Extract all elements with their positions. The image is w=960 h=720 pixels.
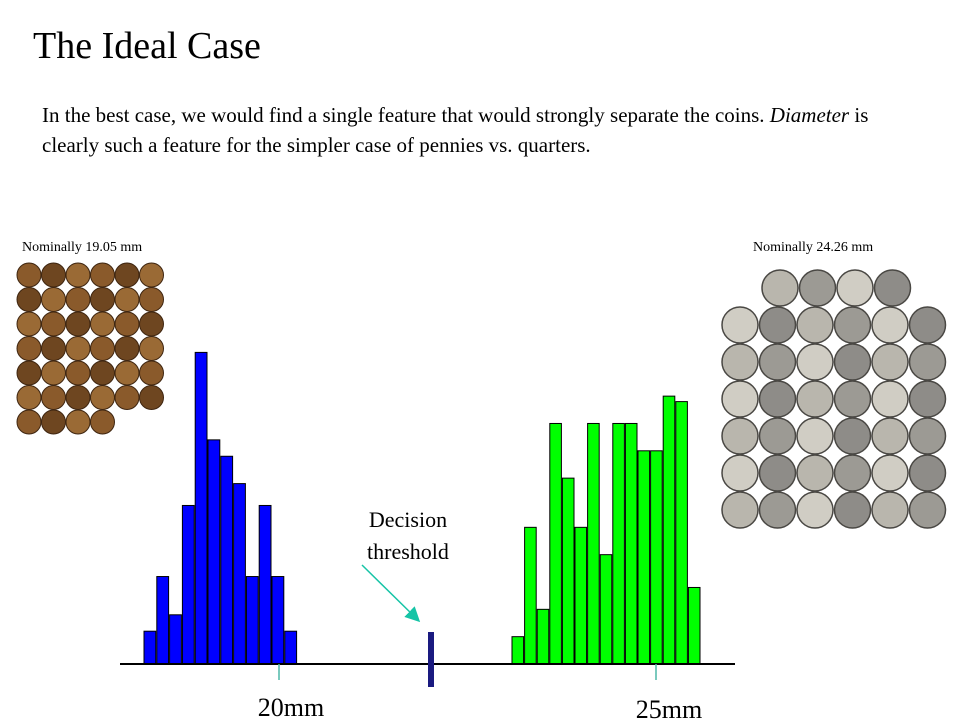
quarter-coin (758, 454, 797, 492)
histogram-bar-series1-1 (143, 630, 157, 665)
quarter-coin (721, 380, 759, 418)
quarter-coin (833, 343, 872, 381)
histogram-bar-series2-4 (549, 422, 562, 665)
quarter-coin (721, 417, 759, 455)
histogram-bar-series2-7 (587, 422, 600, 665)
quarter-coin (796, 343, 834, 381)
histogram-bar-series1-5 (194, 351, 208, 665)
x-tick-label-20mm: 20mm (258, 693, 324, 720)
histogram-bar-series1-3 (169, 614, 182, 665)
quarter-coin (796, 491, 834, 529)
quarter-coin (908, 417, 947, 455)
quarter-coin (871, 491, 909, 529)
quarter-coin (908, 491, 947, 529)
histogram-bar-series1-9 (245, 576, 259, 665)
quarter-coin (871, 380, 909, 418)
histogram-bar-series2-9 (612, 422, 625, 665)
threshold-annotation: Decision threshold (346, 504, 470, 568)
quarter-coin (796, 417, 834, 455)
histogram-bar-series2-2 (524, 526, 537, 665)
quarter-coin (721, 343, 759, 381)
quarter-coin (873, 269, 912, 307)
histogram-bar-series2-6 (574, 526, 588, 665)
quarter-coin (833, 306, 872, 344)
histogram-bar-series1-11 (271, 576, 285, 665)
histogram-bar-series2-11 (637, 450, 651, 665)
histogram-bar-series2-13 (662, 395, 676, 665)
histogram-bar-series2-8 (599, 554, 613, 665)
histogram-bar-series1-4 (181, 504, 195, 665)
pennies-photo (14, 260, 180, 446)
penny-coin (90, 409, 115, 435)
histogram-bar-series1-10 (258, 504, 272, 665)
penny-coin (139, 385, 164, 410)
intro-part2: is clearly such a feature for the simple… (42, 103, 869, 157)
threshold-annotation-line1: Decision (368, 507, 448, 532)
quarter-coin (871, 306, 909, 344)
pennies-caption: Nominally 19.05 mm (22, 240, 143, 255)
threshold-arrow (361, 564, 421, 623)
histogram-bar-series2-5 (561, 477, 575, 665)
histogram-bar-series2-12 (650, 450, 663, 665)
quarter-coin (758, 343, 797, 381)
intro-part1: In the best case, we would find a single… (42, 103, 770, 127)
quarter-coin (908, 306, 947, 344)
quarter-coin (721, 454, 759, 492)
quarter-coin (833, 454, 872, 492)
histogram-bar-series2-1 (511, 636, 525, 665)
quarter-coin (758, 380, 797, 418)
threshold-annotation-line2: threshold (367, 539, 449, 564)
histogram-bar-series2-3 (536, 608, 550, 665)
quarter-coin (908, 343, 947, 381)
quarter-coin (798, 269, 837, 307)
x-tick-label-25mm: 25mm (636, 695, 702, 720)
histogram-bar-series1-12 (284, 630, 298, 665)
quarter-coin (796, 306, 834, 344)
quarter-coin (721, 306, 759, 344)
quarter-coin (758, 417, 797, 455)
quarters-photo (720, 266, 952, 530)
histogram-bar-series2-15 (687, 586, 701, 665)
quarter-coin (758, 306, 797, 344)
quarters-caption: Nominally 24.26 mm (753, 240, 874, 255)
intro-emphasis: Diameter (769, 103, 850, 127)
quarter-coin (758, 491, 797, 529)
quarter-coin (721, 491, 759, 529)
quarter-coin (833, 380, 872, 418)
quarter-coin (836, 269, 874, 307)
quarter-coin (833, 491, 872, 529)
quarter-coin (871, 343, 909, 381)
histogram-bar-series1-6 (207, 439, 221, 665)
quarter-coin (871, 454, 909, 492)
histogram-bar-series1-8 (233, 483, 246, 665)
slide-title: The Ideal Case (33, 25, 261, 67)
intro-text: In the best case, we would find a single… (42, 100, 882, 160)
histogram-bar-series1-7 (220, 455, 234, 665)
quarter-coin (908, 454, 947, 492)
quarter-coin (833, 417, 872, 455)
quarter-coin (761, 269, 799, 307)
quarter-coin (871, 417, 909, 455)
quarter-coin (908, 380, 947, 418)
histogram-bar-series2-10 (624, 422, 638, 665)
histogram-bar-series2-14 (675, 401, 688, 665)
decision-threshold-marker (428, 632, 434, 687)
quarter-coin (796, 454, 834, 492)
histogram-bar-series1-2 (156, 576, 170, 665)
quarter-coin (796, 380, 834, 418)
